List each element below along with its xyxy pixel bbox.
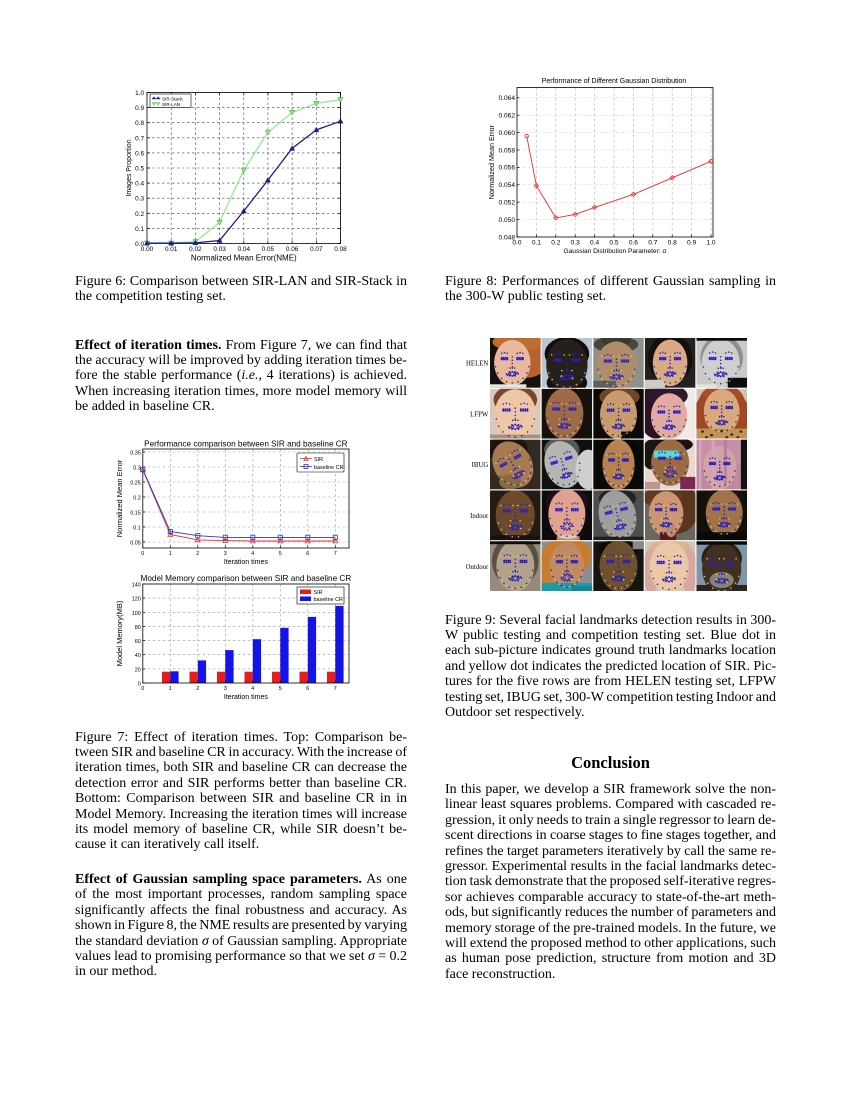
svg-text:SIR-Stack: SIR-Stack [162,96,183,101]
svg-text:0.052: 0.052 [498,200,515,207]
svg-text:140: 140 [132,583,141,589]
svg-text:0.03: 0.03 [213,246,226,253]
svg-text:Outdoor: Outdoor [466,564,490,571]
svg-text:0.3: 0.3 [135,196,144,203]
svg-text:0.4: 0.4 [590,240,599,247]
svg-text:0.6: 0.6 [629,240,638,247]
svg-text:Normalized Mean Error(NME): Normalized Mean Error(NME) [191,254,297,263]
svg-text:0.1: 0.1 [133,526,141,532]
svg-text:0.2: 0.2 [551,240,560,247]
svg-text:20: 20 [135,667,141,673]
svg-text:2: 2 [196,551,199,557]
svg-text:0.9: 0.9 [687,240,696,247]
svg-text:0.0: 0.0 [512,240,521,247]
svg-text:0.0: 0.0 [135,241,144,248]
svg-text:1.0: 1.0 [135,90,144,97]
svg-text:7: 7 [334,686,337,692]
svg-text:0.07: 0.07 [310,246,323,253]
svg-text:0: 0 [141,686,144,692]
svg-text:0.060: 0.060 [498,130,515,137]
svg-text:Model Memory(MB): Model Memory(MB) [115,600,124,666]
svg-text:SIR-LAN: SIR-LAN [162,102,180,107]
svg-text:0.056: 0.056 [498,165,515,172]
svg-text:0.35: 0.35 [130,451,141,457]
svg-text:0.054: 0.054 [498,182,515,189]
svg-text:0.8: 0.8 [135,120,144,127]
svg-text:0.7: 0.7 [648,240,657,247]
svg-text:1: 1 [169,686,172,692]
svg-text:0.3: 0.3 [571,240,580,247]
svg-text:40: 40 [135,653,141,659]
svg-text:Performance of Different Gauss: Performance of Different Gaussian Distri… [542,78,687,85]
svg-text:0.2: 0.2 [135,211,144,218]
svg-text:Indoor: Indoor [470,513,490,520]
svg-text:Images Proportion: Images Proportion [126,139,133,196]
svg-text:0.8: 0.8 [668,240,677,247]
svg-text:Normalized Mean Error: Normalized Mean Error [487,124,496,199]
svg-text:3: 3 [224,551,227,557]
svg-text:0.05: 0.05 [262,246,275,253]
svg-text:0.048: 0.048 [498,234,515,241]
svg-text:0.7: 0.7 [135,135,144,142]
svg-text:0.050: 0.050 [498,217,515,224]
svg-text:SIR: SIR [314,590,323,596]
svg-text:5: 5 [279,686,282,692]
svg-text:0.058: 0.058 [498,147,515,154]
svg-text:Normalized Mean Error: Normalized Mean Error [115,459,124,537]
svg-text:1.0: 1.0 [706,240,715,247]
svg-text:6: 6 [306,686,309,692]
svg-text:7: 7 [334,551,337,557]
svg-text:SIR: SIR [314,457,323,463]
svg-text:0: 0 [141,551,144,557]
svg-text:Iteration times: Iteration times [224,694,268,701]
svg-text:1: 1 [169,551,172,557]
svg-text:HELEN: HELEN [466,361,490,368]
svg-text:0.1: 0.1 [532,240,541,247]
svg-text:0.1: 0.1 [135,226,144,233]
svg-text:6: 6 [306,551,309,557]
svg-text:100: 100 [132,611,141,617]
svg-text:120: 120 [132,597,141,603]
svg-text:0.04: 0.04 [238,246,251,253]
svg-text:0.062: 0.062 [498,113,515,120]
svg-text:0.06: 0.06 [286,246,299,253]
svg-text:0.3: 0.3 [133,466,141,472]
svg-text:80: 80 [135,625,141,631]
svg-text:0.25: 0.25 [130,481,141,487]
svg-text:3: 3 [224,686,227,692]
svg-text:Performance comparison between: Performance comparison between SIR and b… [144,440,348,449]
svg-text:4: 4 [251,686,254,692]
svg-text:baseline CR: baseline CR [314,465,343,471]
svg-text:2: 2 [196,686,199,692]
svg-text:baseline CR: baseline CR [314,597,343,603]
svg-text:5: 5 [279,551,282,557]
svg-text:0: 0 [138,682,141,688]
svg-text:IBUG: IBUG [472,462,490,469]
svg-text:0.4: 0.4 [135,181,144,188]
svg-text:0.064: 0.064 [498,95,515,102]
svg-text:0.5: 0.5 [609,240,618,247]
svg-text:0.15: 0.15 [130,511,141,517]
svg-text:LFPW: LFPW [470,411,490,418]
svg-text:Model Memory comparison betwee: Model Memory comparison between SIR and … [141,574,352,583]
svg-text:0.01: 0.01 [165,246,178,253]
svg-text:4: 4 [251,551,254,557]
svg-text:60: 60 [135,639,141,645]
svg-text:0.2: 0.2 [133,496,141,502]
svg-text:0.02: 0.02 [189,246,202,253]
svg-text:0.6: 0.6 [135,150,144,157]
svg-text:Gaussian Distribution Paramete: Gaussian Distribution Parameter: σ [563,248,666,255]
svg-text:0.08: 0.08 [334,246,347,253]
svg-text:0.9: 0.9 [135,105,144,112]
svg-text:Iteration times: Iteration times [224,559,268,566]
svg-text:0.00: 0.00 [141,246,154,253]
svg-text:0.5: 0.5 [135,166,144,173]
svg-text:0.05: 0.05 [130,541,141,547]
